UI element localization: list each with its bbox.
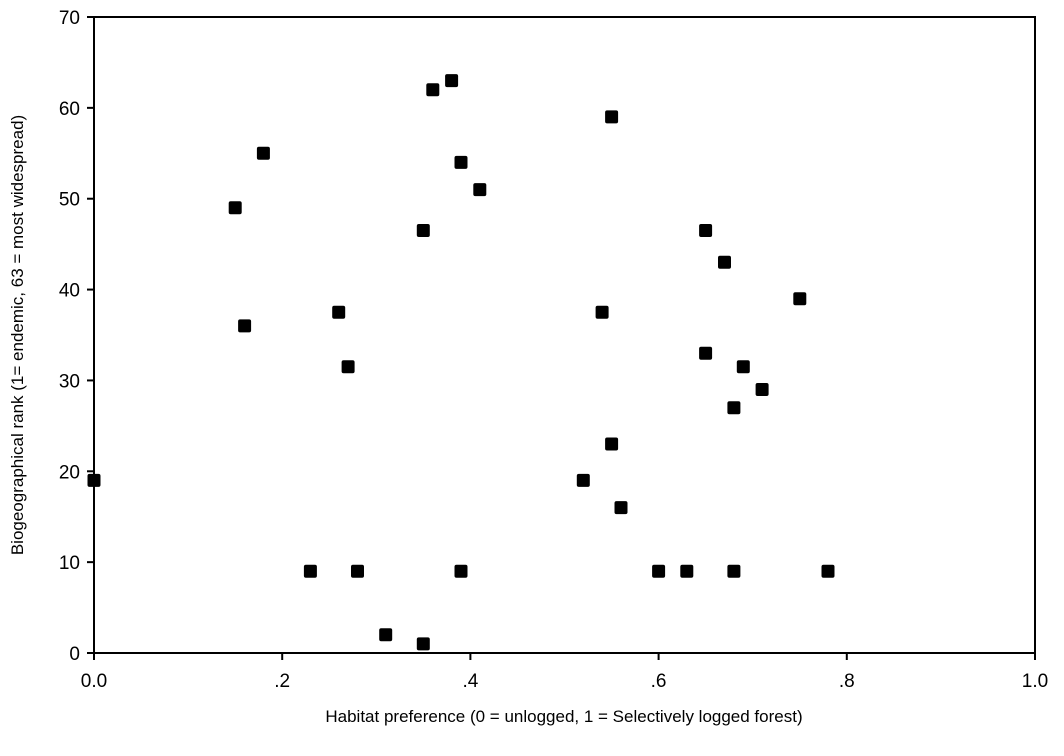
x-tick-label: 1.0 [1022,671,1048,692]
data-point [699,347,712,360]
x-axis-label: Habitat preference (0 = unlogged, 1 = Se… [325,707,802,726]
data-point [822,565,835,578]
x-tick-label: 0.0 [81,671,107,692]
y-axis-ticks: 0 10 20 30 40 50 60 70 [59,8,94,665]
data-point [455,565,468,578]
data-point [727,401,740,414]
data-point [351,565,364,578]
data-point [88,474,101,487]
data-point [737,360,750,373]
y-tick-label: 40 [59,281,80,302]
data-point [615,501,628,514]
y-tick-label: 60 [59,99,80,120]
data-point [455,156,468,169]
data-point [342,360,355,373]
data-point [727,565,740,578]
data-point [257,147,270,160]
data-point [332,306,345,319]
data-point [445,74,458,87]
x-tick-label: .6 [651,671,667,692]
y-tick-label: 30 [59,371,80,392]
data-point [379,628,392,641]
data-point [793,292,806,305]
data-point [718,256,731,269]
data-point [699,224,712,237]
data-point [652,565,665,578]
x-tick-label: .2 [274,671,290,692]
data-point [417,224,430,237]
plot-frame [94,17,1035,653]
data-point [473,183,486,196]
data-point [238,319,251,332]
data-point [304,565,317,578]
data-point [577,474,590,487]
data-point [605,438,618,451]
data-point [596,306,609,319]
data-point [605,110,618,123]
data-point [229,201,242,214]
x-axis-ticks: 0.0 .2 .4 .6 .8 1.0 [81,653,1048,692]
y-tick-label: 0 [69,644,80,665]
data-point [756,383,769,396]
y-tick-label: 10 [59,553,80,574]
data-point [417,637,430,650]
y-axis-label: Biogeographical rank (1= endemic, 63 = m… [8,115,27,555]
data-point [680,565,693,578]
y-tick-label: 50 [59,190,80,211]
x-tick-label: .4 [462,671,478,692]
y-tick-label: 70 [59,8,80,29]
data-points [88,74,835,650]
data-point [426,83,439,96]
x-tick-label: .8 [839,671,855,692]
y-tick-label: 20 [59,462,80,483]
